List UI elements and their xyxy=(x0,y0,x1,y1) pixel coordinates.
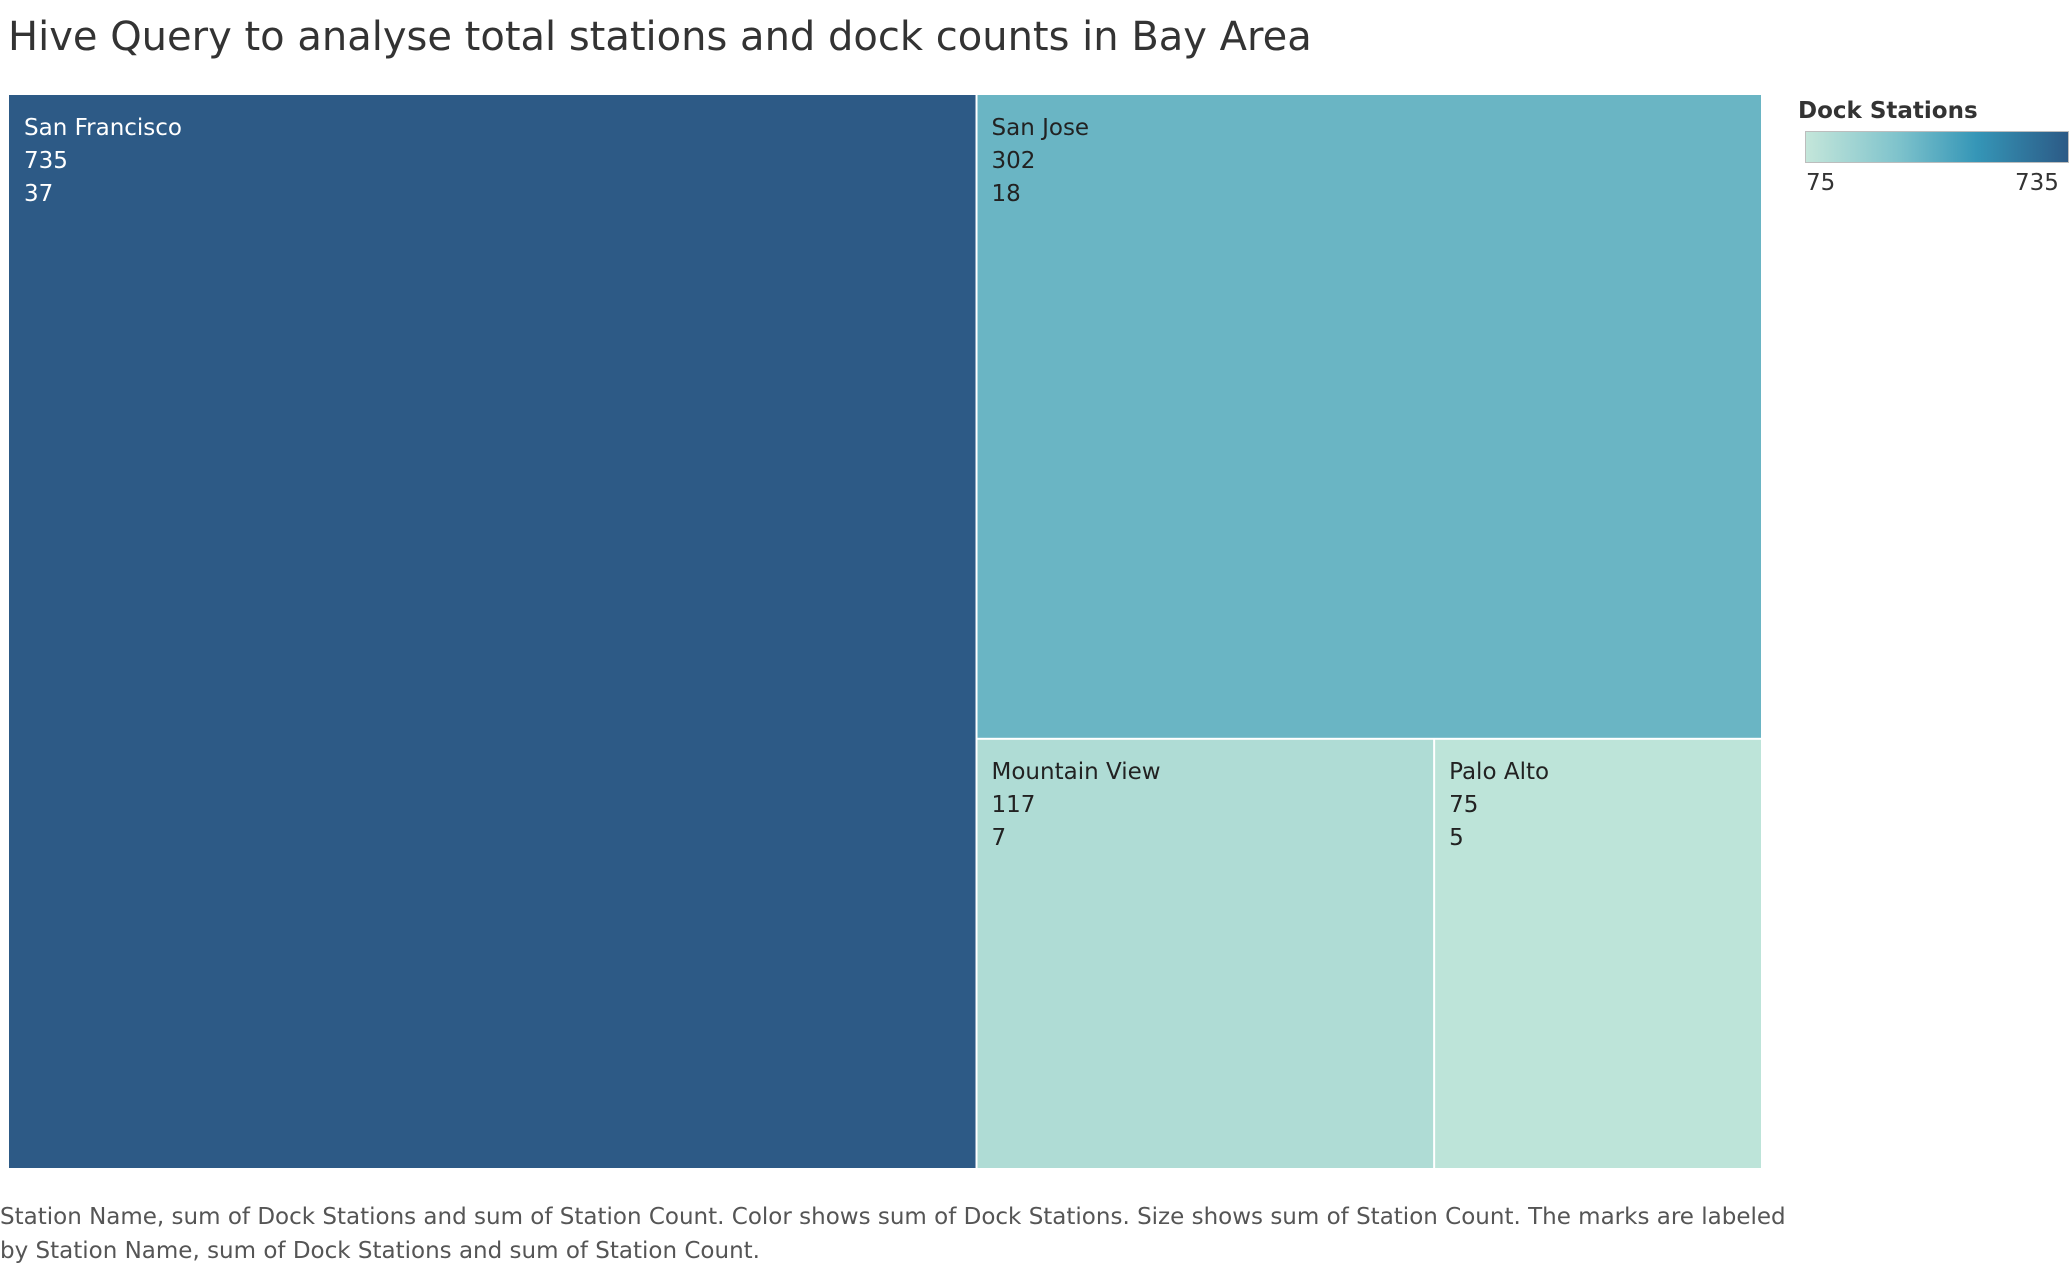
label-station-count-mountain-view: 7 xyxy=(992,825,1007,851)
treemap-cell-san-jose[interactable]: San Jose 302 18 xyxy=(977,95,1761,738)
label-dock-stations-san-francisco: 735 xyxy=(24,148,68,174)
label-station-count-san-jose: 18 xyxy=(992,181,1021,207)
legend-title: Dock Stations xyxy=(1798,98,1978,124)
treemap-rect-palo-alto[interactable] xyxy=(1435,739,1761,1168)
treemap-cell-mountain-view[interactable]: Mountain View 117 7 xyxy=(977,739,1434,1168)
label-station-count-san-francisco: 37 xyxy=(24,181,53,207)
label-dock-stations-mountain-view: 117 xyxy=(992,792,1036,818)
legend-color-scale[interactable] xyxy=(1805,131,2069,163)
label-name-mountain-view: Mountain View xyxy=(992,759,1161,785)
treemap-cell-san-francisco[interactable]: San Francisco 735 37 xyxy=(9,95,976,1168)
treemap-rect-san-jose[interactable] xyxy=(977,95,1761,738)
label-name-palo-alto: Palo Alto xyxy=(1449,759,1549,785)
label-name-san-jose: San Jose xyxy=(992,115,1090,141)
treemap-chart: San Francisco 735 37 San Jose 302 18 Mountain … xyxy=(9,95,1761,1168)
legend-max-label: 735 xyxy=(2015,170,2059,196)
label-name-san-francisco: San Francisco xyxy=(24,115,182,141)
label-station-count-palo-alto: 5 xyxy=(1449,825,1464,851)
treemap-rect-san-francisco[interactable] xyxy=(9,95,976,1168)
label-dock-stations-san-jose: 302 xyxy=(992,148,1036,174)
label-dock-stations-palo-alto: 75 xyxy=(1449,792,1478,818)
chart-title: Hive Query to analyse total stations and… xyxy=(8,14,1312,60)
legend-min-label: 75 xyxy=(1806,170,1836,196)
treemap-cell-palo-alto[interactable]: Palo Alto 75 5 xyxy=(1435,739,1761,1168)
treemap-rect-mountain-view[interactable] xyxy=(977,739,1434,1168)
chart-caption: Station Name, sum of Dock Stations and s… xyxy=(0,1204,1786,1264)
